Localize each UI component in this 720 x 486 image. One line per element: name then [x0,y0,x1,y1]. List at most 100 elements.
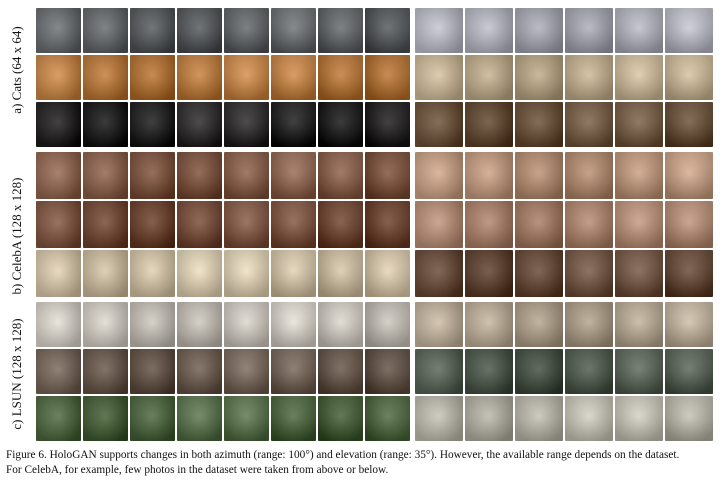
celeba-image-tile [465,250,513,297]
celeba-image-tile [515,201,563,248]
celeba-image-tile [177,250,222,297]
celeba-image-tile [318,250,363,297]
celeba-image-tile [36,201,81,248]
cats-image-tile [224,102,269,147]
lsun-image-tile [130,349,175,394]
celeba-left-grid [36,152,410,297]
celeba-image-tile [565,152,613,199]
celeba-image-tile [565,250,613,297]
celeba-image-tile [271,250,316,297]
celeba-image-tile [615,152,663,199]
cats-image-tile [271,102,316,147]
cats-image-tile [515,55,563,100]
celeba-image-tile [665,152,713,199]
cats-image-tile [365,102,410,147]
cats-image-tile [415,102,463,147]
cats-image-tile [177,102,222,147]
cats-label: a) Cats (64 x 64) [9,26,24,114]
cats-left-grid [36,8,410,147]
celeba-image-tile [271,152,316,199]
celeba-image-tile [565,201,613,248]
celeba-image-tile [615,201,663,248]
cats-image-tile [515,8,563,53]
cats-image-tile [130,55,175,100]
lsun-image-tile [271,302,316,347]
cats-image-tile [615,55,663,100]
cats-image-tile [665,8,713,53]
cats-image-tile [415,55,463,100]
lsun-image-tile [36,349,81,394]
celeba-image-tile [130,152,175,199]
lsun-image-tile [515,396,563,441]
celeba-image-tile [177,152,222,199]
celeba-image-tile [177,201,222,248]
lsun-image-tile [365,396,410,441]
cats-image-tile [565,102,613,147]
cats-image-tile [130,102,175,147]
lsun-image-tile [365,302,410,347]
cats-image-tile [318,102,363,147]
lsun-image-tile [415,396,463,441]
caption-line-1: Figure 6. HoloGAN supports changes in bo… [6,449,680,461]
lsun-image-tile [465,396,513,441]
celeba-image-tile [130,250,175,297]
cats-image-tile [36,8,81,53]
lsun-label: c) LSUN (128 x 128) [9,318,24,430]
lsun-image-tile [83,349,128,394]
lsun-image-tile [515,302,563,347]
lsun-image-tile [615,302,663,347]
cats-image-tile [365,55,410,100]
cats-image-tile [83,8,128,53]
celeba-image-tile [130,201,175,248]
cats-image-tile [224,8,269,53]
lsun-image-tile [224,396,269,441]
lsun-image-tile [615,396,663,441]
lsun-image-tile [465,302,513,347]
lsun-image-tile [415,349,463,394]
lsun-image-tile [271,349,316,394]
celeba-image-tile [224,250,269,297]
lsun-image-tile [36,302,81,347]
lsun-image-tile [665,349,713,394]
lsun-image-tile [318,396,363,441]
celeba-right-grid [415,152,713,297]
celeba-label: b) CelebA (128 x 128) [9,177,24,295]
cats-image-tile [318,8,363,53]
cats-image-tile [565,8,613,53]
cats-image-tile [177,55,222,100]
lsun-image-tile [130,396,175,441]
lsun-image-tile [271,396,316,441]
lsun-image-tile [177,302,222,347]
lsun-image-tile [415,302,463,347]
celeba-image-tile [415,201,463,248]
cats-image-tile [83,102,128,147]
celeba-image-tile [224,152,269,199]
lsun-image-tile [565,396,613,441]
lsun-right-grid [415,302,713,441]
lsun-image-tile [665,302,713,347]
celeba-image-tile [271,201,316,248]
celeba-image-tile [83,152,128,199]
cats-image-tile [515,102,563,147]
lsun-image-tile [565,349,613,394]
cats-image-tile [83,55,128,100]
celeba-image-tile [318,152,363,199]
lsun-image-tile [224,349,269,394]
celeba-image-tile [365,201,410,248]
cats-image-tile [465,102,513,147]
lsun-image-tile [130,302,175,347]
lsun-image-tile [177,396,222,441]
celeba-image-tile [465,152,513,199]
cats-image-tile [36,102,81,147]
celeba-image-tile [224,201,269,248]
lsun-image-tile [665,396,713,441]
lsun-image-tile [615,349,663,394]
celeba-image-tile [515,152,563,199]
lsun-image-tile [318,302,363,347]
lsun-image-tile [515,349,563,394]
celeba-image-tile [365,152,410,199]
lsun-image-tile [83,302,128,347]
cats-image-tile [130,8,175,53]
lsun-left-grid [36,302,410,441]
lsun-image-tile [177,349,222,394]
